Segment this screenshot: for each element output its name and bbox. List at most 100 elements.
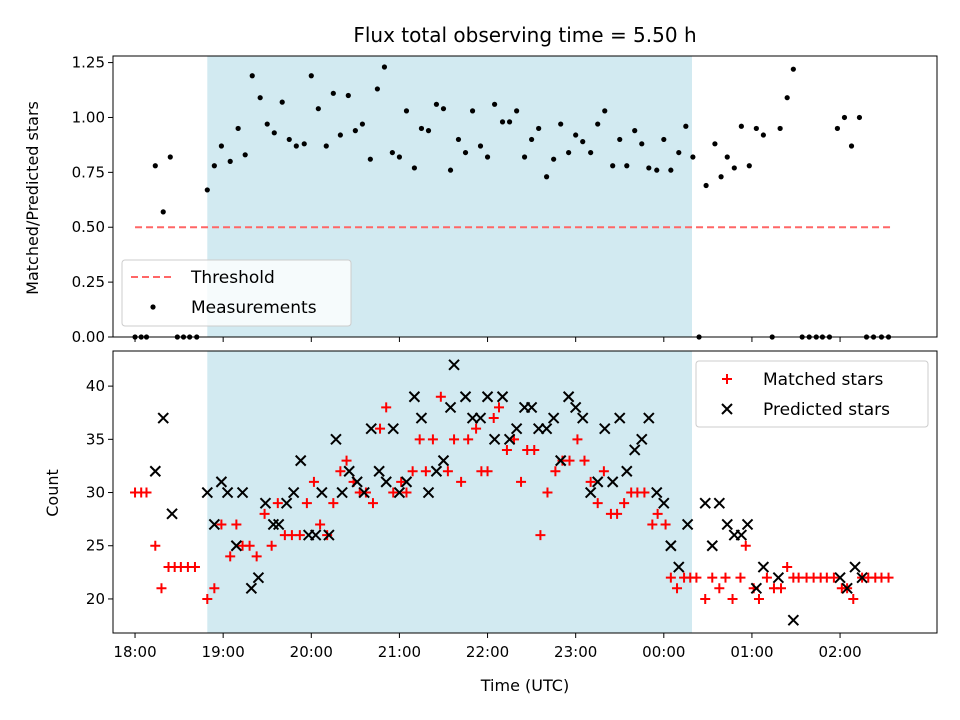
measurement-point bbox=[784, 95, 790, 101]
matched-stars-point bbox=[272, 498, 283, 509]
matched-stars-point bbox=[776, 583, 787, 594]
measurement-point bbox=[462, 149, 469, 156]
predicted-stars-point bbox=[757, 561, 770, 573]
predicted-stars-point bbox=[643, 412, 655, 424]
matched-stars-point bbox=[598, 466, 609, 477]
measurement-point bbox=[566, 149, 572, 156]
plot-frame bbox=[112, 55, 938, 338]
measurement-point bbox=[374, 86, 380, 92]
matched-stars-point bbox=[550, 466, 561, 477]
measurement-point bbox=[359, 121, 366, 127]
predicted-stars-point bbox=[665, 540, 677, 552]
top-y-axis-label: Matched/Predicted stars bbox=[23, 101, 42, 295]
measurement-point bbox=[204, 187, 210, 193]
measurement-point bbox=[418, 125, 425, 132]
predicted-stars-point bbox=[343, 465, 355, 477]
matched-stars-point bbox=[141, 487, 152, 498]
predicted-stars-point bbox=[562, 391, 575, 403]
predicted-stars-point bbox=[448, 359, 460, 371]
measurement-point bbox=[257, 95, 263, 101]
matched-stars-point bbox=[720, 572, 731, 583]
measurement-point bbox=[249, 73, 255, 79]
measurement-point bbox=[425, 128, 432, 134]
matched-stars-point bbox=[848, 593, 859, 604]
predicted-stars-point bbox=[591, 476, 604, 488]
matched-stars-point bbox=[529, 444, 540, 455]
measurement-point bbox=[712, 141, 718, 147]
predicted-stars-point bbox=[330, 433, 342, 446]
predicted-stars-point bbox=[280, 497, 293, 509]
measurement-point bbox=[455, 136, 462, 143]
predicted-stars-point bbox=[422, 486, 435, 499]
matched-stars-point bbox=[442, 466, 453, 477]
measurement-point bbox=[152, 163, 158, 169]
measurement-point bbox=[529, 136, 535, 143]
predicted-stars-point bbox=[856, 571, 868, 584]
predicted-stars-point bbox=[540, 422, 553, 435]
matched-stars-point bbox=[396, 476, 407, 487]
measurement-point bbox=[848, 143, 855, 149]
x-axis-label: Time (UTC) bbox=[480, 676, 569, 695]
y-tick-label: 40 bbox=[86, 377, 105, 395]
matched-stars-point bbox=[244, 540, 255, 551]
measurement-point bbox=[738, 123, 744, 129]
y-tick-label: 30 bbox=[86, 484, 105, 502]
predicted-stars-point bbox=[215, 476, 228, 488]
measurement-point bbox=[381, 64, 388, 70]
measurement-point bbox=[330, 90, 336, 96]
y-tick-label: 35 bbox=[86, 430, 105, 448]
matched-stars-point bbox=[315, 519, 326, 530]
measurement-point bbox=[676, 149, 682, 156]
matched-stars-point bbox=[449, 434, 460, 445]
measurement-point bbox=[218, 143, 224, 149]
matched-stars-point bbox=[301, 498, 312, 509]
measurement-point bbox=[506, 119, 513, 125]
y-tick-label: 0.75 bbox=[72, 163, 105, 181]
matched-stars-point bbox=[735, 572, 746, 583]
matched-stars-point bbox=[707, 572, 718, 583]
predicted-stars-point bbox=[316, 486, 328, 499]
matched-stars-point bbox=[516, 476, 527, 487]
measurement-point bbox=[211, 163, 217, 169]
measurement-point bbox=[308, 73, 314, 79]
x-tick-label: 00:00 bbox=[642, 643, 685, 661]
predicted-stars-point bbox=[437, 454, 450, 467]
matched-stars-point bbox=[585, 476, 596, 487]
predicted-stars-point bbox=[577, 412, 589, 424]
matched-stars-point bbox=[700, 593, 711, 604]
observing-window-span bbox=[207, 351, 693, 633]
legend-measurements-swatch bbox=[150, 304, 156, 310]
predicted-stars-point bbox=[221, 486, 234, 499]
predicted-stars-point bbox=[380, 476, 392, 488]
predicted-stars-point bbox=[157, 412, 169, 424]
y-tick-label: 0.00 bbox=[72, 328, 105, 346]
x-tick-label: 21:00 bbox=[378, 643, 421, 661]
matched-stars-point bbox=[727, 593, 738, 604]
predicted-stars-point bbox=[488, 433, 501, 446]
predicted-stars-point bbox=[287, 486, 300, 499]
x-tick-label: 23:00 bbox=[554, 643, 597, 661]
predicted-stars-point bbox=[503, 433, 516, 446]
predicted-stars-point bbox=[415, 412, 428, 424]
predicted-stars-point bbox=[614, 412, 626, 424]
matched-stars-point bbox=[501, 444, 512, 455]
matched-stars-point bbox=[209, 583, 220, 594]
predicted-stars-point bbox=[149, 465, 162, 477]
measurement-point bbox=[242, 152, 248, 158]
predicted-stars-point bbox=[651, 486, 663, 499]
bottom-legend: Matched stars Predicted stars bbox=[695, 360, 929, 428]
measurement-point bbox=[639, 141, 645, 147]
predicted-stars-point bbox=[750, 582, 763, 595]
bottom-panel: 20 25 30 35 40 18:00 19:00 20:00 21:00 22:00 23:00… bbox=[43, 350, 938, 695]
matched-stars-point bbox=[482, 466, 493, 477]
predicted-stars-point bbox=[365, 422, 377, 435]
measurement-point bbox=[367, 156, 373, 162]
measurement-point bbox=[491, 101, 498, 107]
matched-stars-point bbox=[488, 413, 499, 424]
predicted-stars-point bbox=[236, 486, 249, 499]
measurement-point bbox=[602, 108, 608, 114]
matched-stars-point bbox=[414, 434, 425, 445]
measurement-point bbox=[440, 106, 447, 112]
predicted-stars-point bbox=[787, 614, 800, 626]
top-legend: Threshold Measurements bbox=[121, 259, 352, 327]
